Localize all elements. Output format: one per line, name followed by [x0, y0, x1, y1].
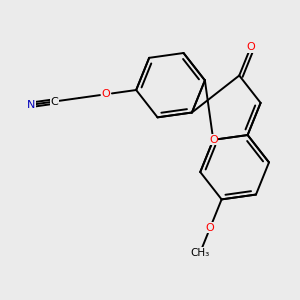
- Text: O: O: [209, 135, 218, 145]
- Text: C: C: [50, 97, 58, 106]
- Text: N: N: [27, 100, 35, 110]
- Text: CH₃: CH₃: [190, 248, 210, 258]
- Text: O: O: [102, 89, 110, 99]
- Text: O: O: [206, 223, 214, 233]
- Text: O: O: [246, 42, 255, 52]
